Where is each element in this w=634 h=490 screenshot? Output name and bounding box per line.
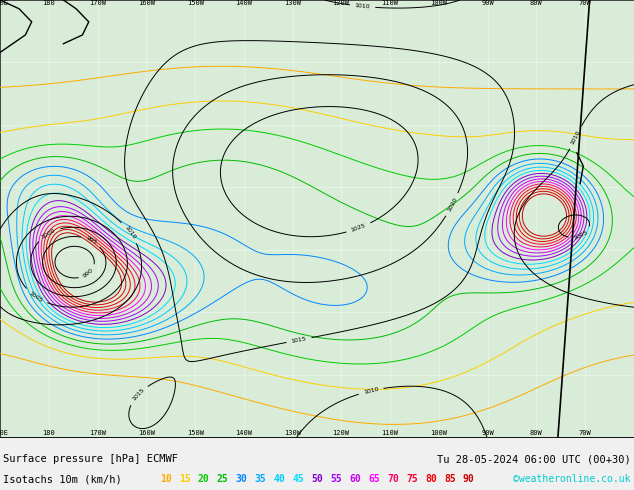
Text: 130W: 130W (285, 0, 301, 6)
Text: 150W: 150W (187, 430, 204, 436)
Text: 1025: 1025 (351, 223, 366, 233)
Text: 15: 15 (179, 474, 190, 484)
Text: 40: 40 (273, 474, 285, 484)
Text: 70: 70 (387, 474, 399, 484)
Text: 1010: 1010 (354, 3, 370, 10)
Text: 1020: 1020 (446, 196, 458, 213)
Text: 65: 65 (368, 474, 380, 484)
Text: 55: 55 (330, 474, 342, 484)
Text: 180: 180 (42, 0, 55, 6)
Text: 170W: 170W (89, 0, 106, 6)
Text: 110W: 110W (382, 0, 398, 6)
Text: 130W: 130W (285, 430, 301, 436)
Text: 170E: 170E (0, 0, 8, 6)
Text: 110W: 110W (382, 430, 398, 436)
Text: 120W: 120W (333, 430, 349, 436)
Text: 80: 80 (425, 474, 437, 484)
Text: 70W: 70W (579, 430, 592, 436)
Text: 990: 990 (82, 268, 94, 279)
Text: Surface pressure [hPa] ECMWF: Surface pressure [hPa] ECMWF (3, 454, 178, 464)
Text: ©weatheronline.co.uk: ©weatheronline.co.uk (514, 474, 631, 484)
Text: 90W: 90W (481, 0, 494, 6)
Text: 1005: 1005 (573, 230, 589, 241)
Text: 80W: 80W (530, 0, 543, 6)
Text: 170E: 170E (0, 430, 8, 436)
Text: 35: 35 (254, 474, 266, 484)
Text: 995: 995 (85, 236, 98, 245)
Text: 75: 75 (406, 474, 418, 484)
Text: 70W: 70W (579, 0, 592, 6)
Text: 20: 20 (198, 474, 209, 484)
Text: 1010: 1010 (123, 225, 136, 240)
Text: 1000: 1000 (41, 227, 56, 240)
Text: 30: 30 (236, 474, 247, 484)
Text: 50: 50 (311, 474, 323, 484)
Text: 140W: 140W (236, 0, 252, 6)
Text: Tu 28-05-2024 06:00 UTC (00+30): Tu 28-05-2024 06:00 UTC (00+30) (437, 454, 631, 464)
Text: 90W: 90W (481, 430, 494, 436)
Text: 100W: 100W (430, 430, 447, 436)
Text: 90: 90 (463, 474, 475, 484)
Text: 180: 180 (42, 430, 55, 436)
Text: 25: 25 (217, 474, 228, 484)
Text: 140W: 140W (236, 430, 252, 436)
Text: 120W: 120W (333, 0, 349, 6)
Text: 85: 85 (444, 474, 456, 484)
Text: 1005: 1005 (29, 291, 44, 303)
Text: 170W: 170W (89, 430, 106, 436)
Text: 45: 45 (292, 474, 304, 484)
Text: 80W: 80W (530, 430, 543, 436)
Text: 60: 60 (349, 474, 361, 484)
Text: 160W: 160W (138, 430, 155, 436)
Text: 100W: 100W (430, 0, 447, 6)
Text: 1015: 1015 (131, 387, 145, 402)
Text: 1015: 1015 (291, 336, 307, 344)
Text: 10: 10 (160, 474, 172, 484)
Text: 160W: 160W (138, 0, 155, 6)
Text: 1010: 1010 (570, 129, 581, 146)
Text: 150W: 150W (187, 0, 204, 6)
Text: Isotachs 10m (km/h): Isotachs 10m (km/h) (3, 474, 134, 484)
Text: 1010: 1010 (363, 387, 379, 395)
